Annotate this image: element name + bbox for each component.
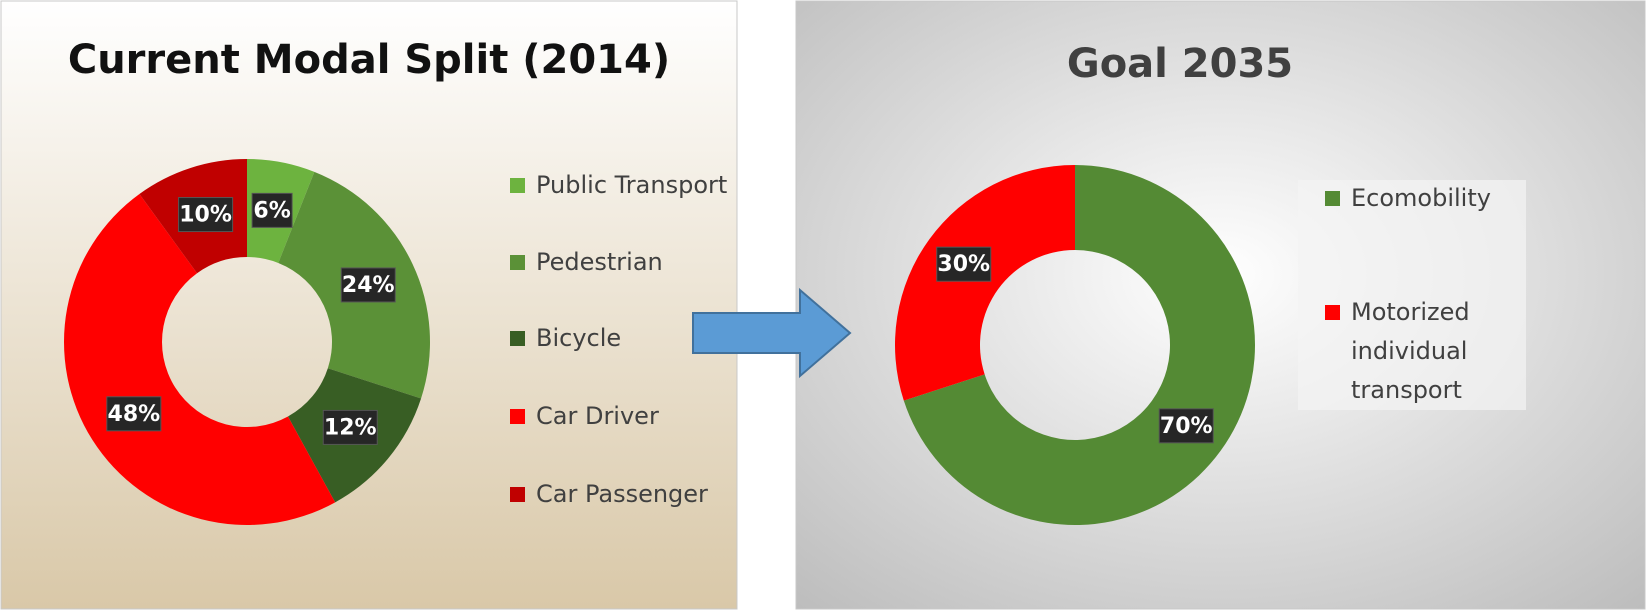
chart-title: Goal 2035 — [1067, 41, 1293, 87]
legend-swatch — [510, 487, 525, 502]
legend-label: Car Passenger — [536, 480, 708, 508]
legend-item: Ecomobility — [1325, 179, 1521, 218]
legend-item: Motorized individual transport — [1325, 293, 1521, 410]
legend-label: Pedestrian — [536, 248, 663, 276]
chart-title: Current Modal Split (2014) — [68, 37, 670, 83]
legend-label: Car Driver — [536, 402, 659, 430]
data-label-box — [178, 197, 234, 233]
legend-item: Car Driver — [510, 397, 736, 436]
data-label: 12% — [324, 415, 377, 440]
data-label: 30% — [937, 252, 990, 277]
data-label-box — [1158, 408, 1214, 444]
data-label: 6% — [253, 198, 290, 223]
donut-segment — [895, 165, 1075, 401]
data-label-box — [322, 409, 378, 445]
legend-swatch — [510, 255, 525, 270]
data-label: 10% — [179, 203, 232, 228]
legend-item: Pedestrian — [510, 243, 736, 282]
legend-swatch — [510, 409, 525, 424]
legend-label: Motorized individual transport — [1351, 298, 1470, 404]
data-label: 48% — [108, 402, 161, 427]
arrow — [692, 287, 852, 379]
data-label-box — [251, 192, 293, 228]
legend-swatch — [1325, 191, 1340, 206]
legend-swatch — [1325, 305, 1340, 320]
legend-swatch — [510, 331, 525, 346]
legend-item: Car Passenger — [510, 475, 736, 514]
legend-item: Bicycle — [510, 319, 736, 358]
legend-swatch — [510, 178, 525, 193]
data-label: 24% — [342, 273, 395, 298]
data-label-box — [340, 267, 396, 303]
legend-box — [1298, 180, 1526, 410]
data-label-box — [106, 396, 162, 432]
data-label: 70% — [1160, 414, 1213, 439]
legend-item: Public Transport — [510, 166, 736, 205]
legend-label: Ecomobility — [1351, 184, 1491, 212]
legend-label: Bicycle — [536, 324, 622, 352]
donut-segment — [63, 193, 336, 526]
data-label-box — [936, 246, 992, 282]
legend-label: Public Transport — [536, 171, 728, 199]
